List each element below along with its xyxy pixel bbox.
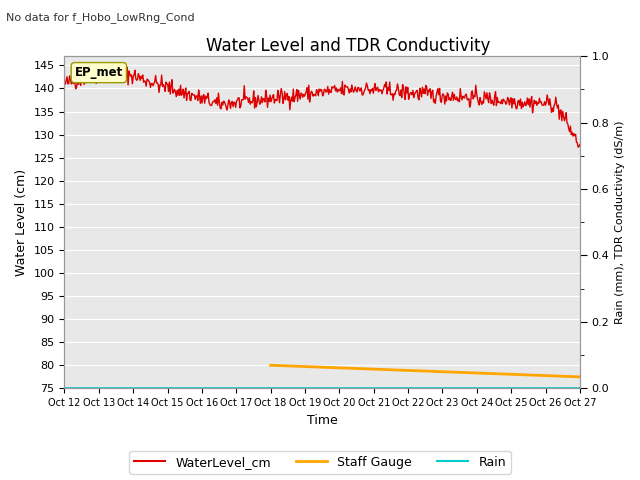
- WaterLevel_cm: [153, 80, 161, 86]
- Title: Water Level and TDR Conductivity: Water Level and TDR Conductivity: [205, 36, 490, 55]
- WaterLevel_cm: [574, 144, 582, 150]
- Staff Gauge: [576, 374, 584, 380]
- Y-axis label: Rain (mm), TDR Conductivity (dS/m): Rain (mm), TDR Conductivity (dS/m): [615, 120, 625, 324]
- WaterLevel_cm: [576, 142, 584, 147]
- WaterLevel_cm: [449, 97, 457, 103]
- Rain: [550, 385, 558, 391]
- Staff Gauge: [339, 365, 346, 371]
- Staff Gauge: [451, 369, 459, 375]
- Staff Gauge: [551, 373, 559, 379]
- WaterLevel_cm: [294, 87, 302, 93]
- Y-axis label: Water Level (cm): Water Level (cm): [15, 168, 28, 276]
- Rain: [156, 385, 164, 391]
- WaterLevel_cm: [116, 63, 124, 69]
- WaterLevel_cm: [365, 87, 373, 93]
- Rain: [81, 385, 89, 391]
- Staff Gauge: [561, 373, 568, 379]
- Rain: [92, 385, 99, 391]
- Legend: WaterLevel_cm, Staff Gauge, Rain: WaterLevel_cm, Staff Gauge, Rain: [129, 451, 511, 474]
- Text: No data for f_Hobo_LowRng_Cond: No data for f_Hobo_LowRng_Cond: [6, 12, 195, 23]
- X-axis label: Time: Time: [307, 414, 337, 427]
- Line: WaterLevel_cm: WaterLevel_cm: [65, 66, 580, 147]
- Line: Staff Gauge: Staff Gauge: [271, 365, 580, 377]
- Rain: [532, 385, 540, 391]
- Rain: [576, 385, 584, 391]
- Staff Gauge: [326, 365, 334, 371]
- Rain: [61, 385, 68, 391]
- WaterLevel_cm: [406, 92, 413, 98]
- Staff Gauge: [426, 368, 434, 374]
- Rain: [198, 385, 205, 391]
- Staff Gauge: [267, 362, 275, 368]
- Text: EP_met: EP_met: [75, 66, 123, 79]
- WaterLevel_cm: [61, 79, 68, 84]
- WaterLevel_cm: [194, 97, 202, 103]
